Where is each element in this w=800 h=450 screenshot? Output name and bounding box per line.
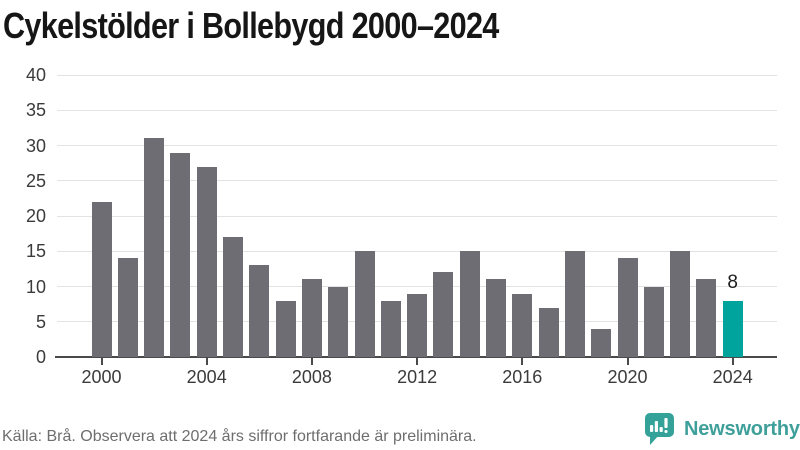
x-axis-tick xyxy=(521,357,524,365)
gridline-20 xyxy=(57,215,777,217)
y-axis-label: 0 xyxy=(35,347,46,367)
bar-2021 xyxy=(643,286,664,357)
bar-2003 xyxy=(170,152,191,357)
x-axis-label: 2008 xyxy=(291,367,332,387)
source-note: Källa: Brå. Observera att 2024 års siffr… xyxy=(2,428,477,445)
bar-2010 xyxy=(354,251,375,357)
y-axis-label: 10 xyxy=(25,276,46,297)
x-axis-tick xyxy=(731,357,734,365)
y-axis-label: 20 xyxy=(25,206,46,226)
x-axis-label: 2004 xyxy=(186,367,227,387)
bar-2008 xyxy=(301,279,322,357)
gridline-15 xyxy=(57,250,777,252)
x-axis-label: 2000 xyxy=(81,367,122,387)
bar-2000 xyxy=(91,201,112,357)
x-axis-tick xyxy=(100,357,103,365)
x-axis-label: 2016 xyxy=(502,367,543,387)
bar-2005 xyxy=(223,237,243,357)
bar-2020 xyxy=(617,258,638,357)
y-axis-label: 5 xyxy=(35,311,46,332)
bar-2018 xyxy=(564,251,585,357)
bar-2001 xyxy=(117,258,138,357)
bar-2004 xyxy=(196,166,217,357)
bar-2024 xyxy=(722,300,743,357)
x-axis-tick xyxy=(626,357,629,365)
bar-value-label: 8 xyxy=(727,271,738,293)
x-axis-label: 2024 xyxy=(712,367,753,387)
bar-2014 xyxy=(459,251,480,357)
x-axis-tick xyxy=(310,357,313,365)
bar-2002 xyxy=(144,138,165,357)
y-axis-label: 25 xyxy=(25,170,46,191)
y-axis-label: 40 xyxy=(25,65,46,85)
bar-chart-speech-bubble-icon xyxy=(644,412,675,446)
x-axis-line xyxy=(55,356,777,358)
y-axis-label: 30 xyxy=(25,135,46,156)
x-axis-tick xyxy=(205,357,208,365)
newsworthy-logo[interactable]: Newsworthy xyxy=(644,412,800,446)
bar-2007 xyxy=(275,300,296,357)
y-axis-label: 15 xyxy=(25,241,46,262)
gridline-30 xyxy=(57,145,777,146)
gridline-35 xyxy=(57,109,777,111)
bar-2006 xyxy=(249,265,270,357)
bar-2012 xyxy=(407,293,428,357)
chart-title: Cykelstölder i Bollebygd 2000–2024 xyxy=(3,5,499,46)
gridline-10 xyxy=(57,286,777,287)
bar-2017 xyxy=(538,307,559,357)
x-axis-tick xyxy=(416,357,419,365)
bar-2023 xyxy=(696,279,717,357)
bar-2016 xyxy=(512,293,533,357)
bar-2022 xyxy=(670,251,691,357)
newsworthy-logo-text: Newsworthy xyxy=(684,417,800,440)
bar-2011 xyxy=(380,300,401,357)
x-axis-label: 2012 xyxy=(397,367,438,387)
bar-2019 xyxy=(591,328,612,357)
bar-2015 xyxy=(486,279,506,357)
x-axis-label: 2020 xyxy=(607,367,648,387)
bar-2009 xyxy=(328,286,349,357)
y-axis-label: 35 xyxy=(25,100,46,121)
bar-2013 xyxy=(433,272,454,357)
gridline-25 xyxy=(57,180,777,182)
gridline-40 xyxy=(57,74,777,76)
